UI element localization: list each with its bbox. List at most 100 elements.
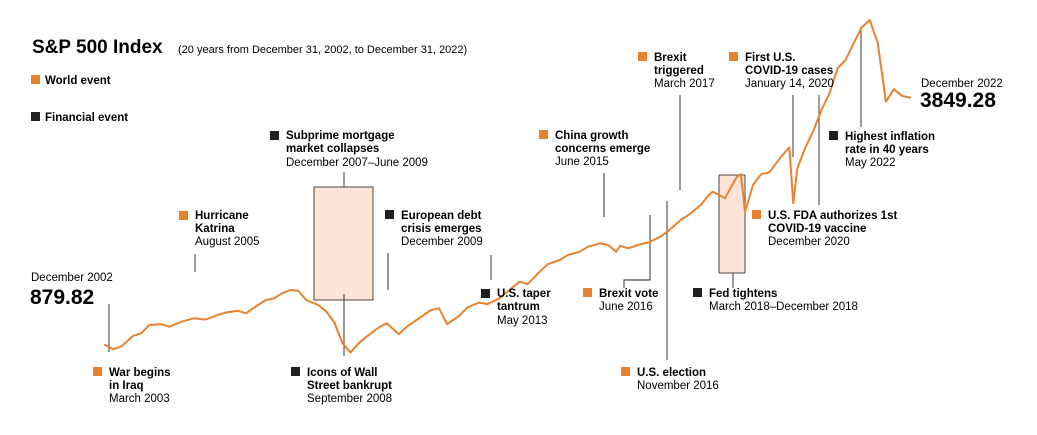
annotation-marker-world (752, 210, 761, 219)
annotation-title-line: COVID-19 cases (745, 65, 833, 77)
annotation-title: Subprime mortgage market collapses (286, 130, 395, 155)
annotation-title-line: COVID-19 vaccine (768, 223, 866, 235)
shaded-periods (313, 174, 746, 301)
annotation-title: U.S. FDA authorizes 1st COVID-19 vaccine (768, 210, 897, 235)
annotation-marker-world (179, 211, 188, 220)
annotation-marker-world (583, 288, 592, 297)
shaded-period-subprime (313, 186, 374, 301)
annotation-title: Brexit vote (599, 288, 658, 300)
annotation-date: March 2018–December 2018 (709, 301, 858, 313)
annotation-title: Icons of Wall Street bankrupt (307, 367, 392, 392)
annotation-title-line: tantrum (497, 301, 540, 313)
annotation-title: U.S. election (637, 367, 706, 379)
annotation-title-line: Icons of Wall (307, 367, 378, 379)
annotation-marker-world (638, 52, 647, 61)
annotation-title-line: Street bankrupt (307, 380, 392, 392)
chart-title: S&P 500 Index (32, 37, 163, 58)
annotation-date: March 2003 (109, 393, 170, 405)
annotation-title-line: Hurricane (195, 210, 249, 222)
annotation-date: May 2022 (845, 157, 896, 169)
legend-label-world: World event (45, 75, 111, 87)
annotation-date: December 2007–June 2009 (286, 157, 428, 169)
annotation-title: Brexit triggered (654, 52, 704, 77)
annotation-marker-financial (385, 210, 394, 219)
annotation-title-line: U.S. election (637, 367, 706, 379)
annotation-date: May 2013 (497, 315, 548, 327)
annotation-title-line: Fed tightens (709, 288, 777, 300)
annotation-date: December 2020 (768, 236, 850, 248)
annotation-title: European debt crisis emerges (401, 210, 482, 235)
annotation-date: June 2016 (599, 301, 653, 313)
annotation-taper-tantrum: U.S. taper tantrum May 2013 (481, 288, 551, 327)
legend-swatch-world (31, 75, 40, 84)
annotation-title-line: First U.S. (745, 52, 795, 64)
annotation-date: November 2016 (637, 380, 719, 392)
annotation-title: War begins in Iraq (109, 367, 171, 392)
annotation-marker-financial (270, 131, 279, 140)
chart-subtitle: (20 years from December 31, 2002, to Dec… (178, 44, 467, 56)
annotation-title-line: Katrina (195, 223, 235, 235)
annotation-title-line: in Iraq (109, 380, 144, 392)
end-date-label: December 2022 (921, 78, 1003, 90)
annotation-date: December 2009 (401, 236, 483, 248)
end-value-callout: December 2022 3849.28 (920, 78, 1003, 112)
annotation-title-line: U.S. taper (497, 288, 551, 300)
annotation-title-line: European debt (401, 210, 482, 222)
legend-item-financial: Financial event (31, 112, 128, 124)
annotation-title-line: Subprime mortgage (286, 130, 395, 142)
annotation-title-line: triggered (654, 65, 704, 77)
end-value: 3849.28 (920, 89, 996, 112)
annotation-subprime: Subprime mortgage market collapses Decembe… (270, 130, 428, 169)
annotation-marker-financial (693, 288, 702, 297)
annotation-marker-financial (291, 367, 300, 376)
start-value-callout: December 2002 879.82 (30, 272, 113, 309)
annotation-date: August 2005 (195, 236, 260, 248)
annotation-title-line: Brexit vote (599, 288, 658, 300)
annotation-marker-world (93, 367, 102, 376)
annotation-title-line: market collapses (286, 143, 379, 155)
annotation-title: First U.S. COVID-19 cases (745, 52, 833, 77)
annotation-title-line: rate in 40 years (845, 144, 929, 156)
annotation-marker-financial (829, 131, 838, 140)
annotation-title: U.S. taper tantrum (497, 288, 551, 313)
annotation-date: March 2017 (654, 78, 715, 90)
legend-label-financial: Financial event (45, 112, 128, 124)
annotation-date: January 14, 2020 (745, 78, 834, 90)
start-value: 879.82 (30, 286, 94, 309)
start-date-label: December 2002 (31, 272, 113, 284)
leader-line-brexit-vote (623, 215, 651, 288)
legend-swatch-financial (31, 112, 40, 121)
legend-item-world: World event (31, 75, 111, 87)
annotation-marker-world (621, 367, 630, 376)
annotation-title: Highest inflation rate in 40 years (845, 131, 935, 156)
annotation-date: June 2015 (555, 156, 609, 168)
legend: World event Financial event (31, 75, 128, 124)
annotation-title: Hurricane Katrina (195, 210, 249, 235)
annotation-date: September 2008 (307, 393, 392, 405)
annotation-title-line: Brexit (654, 52, 687, 64)
annotation-marker-world (729, 52, 738, 61)
annotation-marker-world (539, 130, 548, 139)
annotation-title: China growth concerns emerge (555, 130, 650, 155)
annotation-title: Fed tightens (709, 288, 777, 300)
annotation-title-line: War begins (109, 367, 171, 379)
annotation-title-line: concerns emerge (555, 143, 650, 155)
annotation-title-line: China growth (555, 130, 628, 142)
annotation-covid-vaccine: U.S. FDA authorizes 1st COVID-19 vaccineD… (752, 210, 897, 248)
sp500-series-line (104, 19, 911, 354)
annotation-title-line: U.S. FDA authorizes 1st (768, 210, 897, 222)
shaded-period-fed-tightens (718, 174, 746, 274)
